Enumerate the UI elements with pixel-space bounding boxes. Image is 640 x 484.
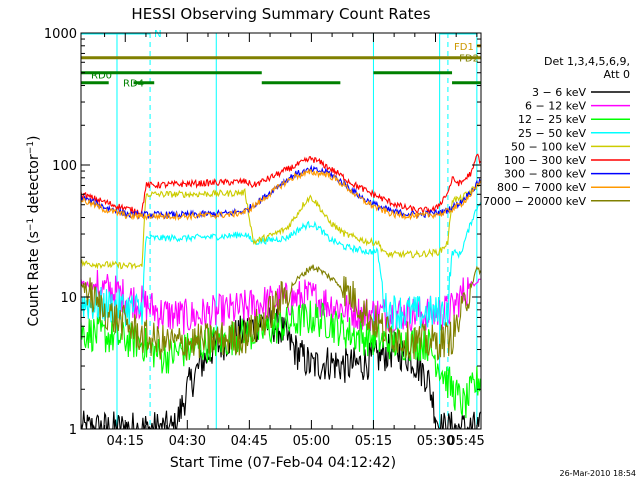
legend-header-line-1: Det 1,3,4,5,6,9, [544,55,630,68]
series-line-0 [81,306,481,429]
chart-title: HESSI Observing Summary Count Rates [131,5,430,23]
flag-label-rd4: RD4 [123,79,144,90]
flag-label-fd2: FD2 [459,54,479,65]
x-axis-label: Start Time (07-Feb-04 04:12:42) [170,455,396,471]
legend-label-2: 12 − 25 keV [518,113,586,126]
y-axis-label-sup2: −1 [26,141,36,154]
legend-label-6: 300 − 800 keV [504,168,586,181]
legend-label-1: 6 − 12 keV [525,100,586,113]
legend-label-4: 50 − 100 keV [511,140,586,153]
series-line-4 [81,179,481,271]
y-tick-label-1000: 1000 [44,27,77,42]
series-line-3 [81,202,481,331]
flag-label-rd0: RD0 [91,71,112,82]
series-line-8 [81,264,481,361]
legend-label-8: 7000 − 20000 keV [483,195,586,208]
y-axis-label-sup1: −1 [26,218,36,231]
x-tick-label-0515: 05:15 [355,434,392,449]
y-axis-label-mid: detector [26,154,42,218]
flag-label-n: N [154,29,161,40]
x-tick-label-0430: 04:30 [169,434,206,449]
plot-frame [80,32,482,430]
y-tick-label-100: 100 [52,159,77,174]
legend-label-5: 100 − 300 keV [504,154,586,167]
y-axis-label: Count Rate (s−1 detector−1) [26,136,42,327]
series-line-7 [81,168,481,222]
legend-header-line-2: Att 0 [604,68,630,81]
legend-label-7: 800 − 7000 keV [497,181,586,194]
flag-label-fd1: FD1 [454,42,474,53]
y-tick-label-1: 1 [69,423,77,438]
y-axis: 1 10 100 1000 [44,27,481,438]
series-line-5 [81,153,481,216]
y-axis-label-main: Count Rate (s [26,231,42,326]
x-tick-label-0545: 05:45 [447,434,484,449]
x-tick-label-0415: 04:15 [107,434,144,449]
legend-label-0: 3 − 6 keV [532,86,586,99]
y-axis-label-end: ) [26,136,42,141]
footer-timestamp: 26-Mar-2010 18:54 [560,469,637,478]
y-tick-label-10: 10 [60,291,77,306]
x-tick-label-0445: 04:45 [231,434,268,449]
series-line-6 [81,164,481,220]
x-tick-label-0500: 05:00 [293,434,330,449]
legend-label-3: 25 − 50 keV [518,127,586,140]
x-tick-label-0530: 05:30 [417,434,454,449]
